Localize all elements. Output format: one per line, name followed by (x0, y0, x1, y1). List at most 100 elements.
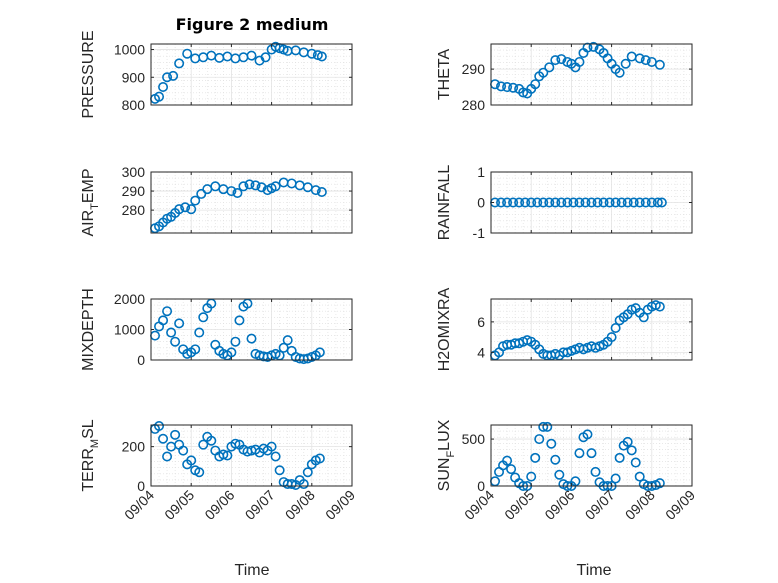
data-point (634, 53, 645, 64)
data-point (166, 327, 177, 338)
data-point (270, 451, 281, 462)
data-point (530, 79, 541, 90)
data-point (198, 312, 209, 323)
data-point (158, 433, 169, 444)
y-tick-label: 0 (137, 352, 145, 368)
x-tick-label: 09/09 (322, 487, 358, 523)
figure-title: Figure 2 medium (176, 15, 329, 34)
data-point (496, 197, 507, 208)
y-axis-label-main: TERR (80, 448, 97, 492)
x-axis-label-left: Time (235, 562, 270, 579)
x-tick-label: 09/04 (121, 487, 157, 523)
subplot-terr-msl: 0 200 09/04 09/05 09/06 09/07 09/08 09/09 TERRMS… (80, 419, 358, 523)
data-point (562, 197, 573, 208)
data-point (230, 438, 241, 449)
data-point (218, 449, 229, 460)
data-point (598, 197, 609, 208)
data-point (178, 445, 189, 456)
data-point (246, 333, 257, 344)
data-point (520, 197, 531, 208)
data-point (154, 91, 165, 102)
data-point (162, 451, 173, 462)
data-point (246, 50, 257, 61)
data-point (316, 187, 327, 198)
axes-box (490, 43, 693, 106)
data-point (622, 197, 633, 208)
data-point (604, 197, 615, 208)
x-tick-label: 09/07 (582, 487, 618, 523)
data-point (620, 58, 631, 69)
data-point (502, 82, 513, 93)
data-point (634, 197, 645, 208)
data-point (182, 48, 193, 59)
data-point (180, 202, 191, 213)
y-axis-label-main: PRESSURE (80, 30, 97, 118)
data-point (538, 67, 549, 78)
axes-box (150, 43, 353, 106)
data-point (234, 315, 245, 326)
data-point (586, 448, 597, 459)
y-axis-label-main: MIXDEPTH (80, 288, 97, 371)
data-point (190, 195, 201, 206)
data-point (574, 56, 585, 67)
y-axis-label: MIXDEPTH (80, 288, 97, 371)
data-point (506, 464, 517, 475)
y-axis-label-subscript: M (89, 439, 101, 448)
data-point (622, 436, 633, 447)
data-point (582, 429, 593, 440)
data-point (508, 82, 519, 93)
data-point (592, 197, 603, 208)
data-point (590, 466, 601, 477)
data-point (174, 204, 185, 215)
y-axis-label-rest: LUX (436, 419, 453, 450)
y-tick-label: 280 (122, 202, 146, 218)
y-axis-label: PRESSURE (80, 30, 97, 118)
data-point (550, 197, 561, 208)
data-point (556, 54, 567, 65)
data-point (250, 180, 261, 191)
x-tick-label: 09/07 (242, 487, 278, 523)
data-point (206, 435, 217, 446)
data-point (638, 312, 649, 323)
data-point (194, 467, 205, 478)
x-axis-label-right: Time (577, 562, 612, 579)
y-axis-label: AIRTEMP (80, 168, 101, 236)
data-point (174, 318, 185, 329)
data-point (170, 336, 181, 347)
y-tick-label: 0 (477, 195, 485, 211)
y-tick-label: 900 (122, 69, 146, 85)
subplot-theta: 280 290 THETA (436, 41, 693, 113)
data-point (518, 87, 529, 98)
data-point (508, 197, 519, 208)
data-point (530, 452, 541, 463)
data-point (580, 197, 591, 208)
x-tick-label: 09/09 (662, 487, 698, 523)
data-point (614, 67, 625, 78)
data-point (298, 479, 309, 490)
y-axis-label: RAINFALL (436, 165, 453, 241)
axes-box (150, 424, 353, 487)
y-tick-label: 280 (462, 97, 486, 113)
data-point (616, 197, 627, 208)
series-points (150, 420, 325, 491)
data-point (226, 347, 237, 358)
data-point (232, 187, 243, 198)
data-point (186, 455, 197, 466)
data-point (628, 197, 639, 208)
data-point (654, 478, 665, 489)
data-point (186, 204, 197, 215)
y-tick-label: 290 (462, 61, 486, 77)
data-point (496, 81, 507, 92)
y-axis-label-subscript: T (89, 203, 101, 210)
data-point (514, 197, 525, 208)
data-point (230, 336, 241, 347)
subplot-h2omixra: 4 6 H2OMIXRA (436, 287, 693, 371)
x-tick-label: 09/05 (501, 487, 537, 523)
x-tick-label: 09/04 (461, 487, 497, 523)
y-tick-label: 800 (122, 97, 146, 113)
data-point (314, 453, 325, 464)
series-points (490, 197, 667, 208)
subplot-air-temp: 280 290 300 AIRTEMP (80, 164, 353, 237)
data-point (538, 197, 549, 208)
